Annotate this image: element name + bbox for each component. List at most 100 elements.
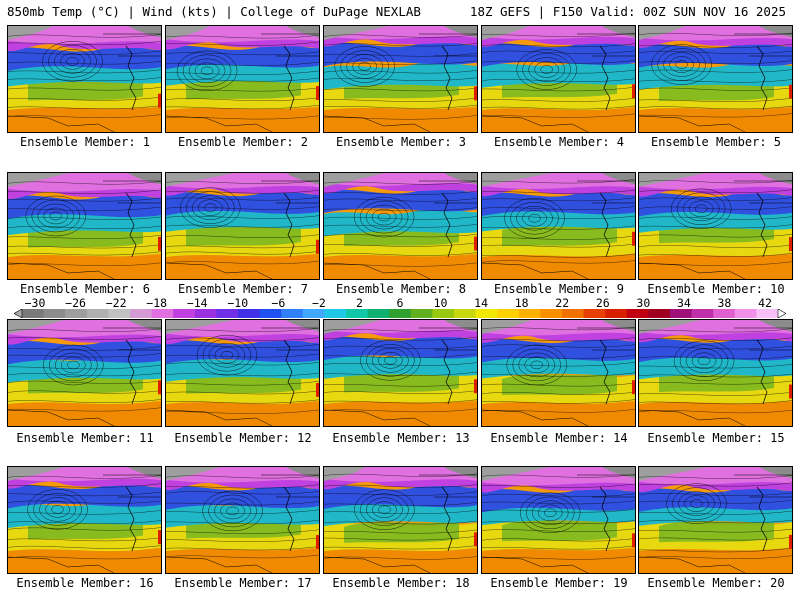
colorbar-swatch — [302, 309, 325, 318]
colorbar-swatch — [432, 309, 455, 318]
colorbar-tick-label: −18 — [146, 296, 168, 310]
ensemble-member-map — [638, 319, 793, 427]
ensemble-member-label: Ensemble Member: 3 — [335, 135, 467, 149]
ensemble-member-map — [165, 172, 320, 280]
colorbar-swatch — [65, 309, 88, 318]
ensemble-member-label: Ensemble Member: 14 — [490, 431, 628, 445]
colorbar-swatch — [324, 309, 347, 318]
ensemble-member-label: Ensemble Member: 19 — [490, 576, 628, 590]
colorbar-tick-label: −14 — [186, 296, 208, 310]
ensemble-member-map — [481, 466, 636, 574]
ensemble-member-label: Ensemble Member: 17 — [174, 576, 312, 590]
colorbar-swatch — [346, 309, 369, 318]
ensemble-member-label: Ensemble Member: 9 — [493, 282, 625, 296]
ensemble-member-label: Ensemble Member: 10 — [647, 282, 785, 296]
ensemble-member-map — [323, 25, 478, 133]
colorbar-tick-label: 26 — [595, 296, 610, 310]
ensemble-member-label: Ensemble Member: 7 — [177, 282, 309, 296]
ensemble-member-map — [7, 172, 162, 280]
ensemble-member-label: Ensemble Member: 20 — [647, 576, 785, 590]
colorbar-tick-label: 34 — [676, 296, 691, 310]
colorbar-tick-label: −22 — [105, 296, 127, 310]
colorbar-swatch — [454, 309, 477, 318]
ensemble-member-map — [323, 319, 478, 427]
colorbar-swatch — [216, 309, 239, 318]
ensemble-member-map — [481, 25, 636, 133]
ensemble-member-label: Ensemble Member: 4 — [493, 135, 625, 149]
ensemble-member-label: Ensemble Member: 12 — [174, 431, 312, 445]
ensemble-member-map — [638, 172, 793, 280]
ensemble-member-map — [165, 25, 320, 133]
colorbar-swatch — [475, 309, 498, 318]
ensemble-member-map — [165, 466, 320, 574]
colorbar-tick-label: 30 — [636, 296, 651, 310]
colorbar-swatch — [367, 309, 390, 318]
colorbar-swatch — [583, 309, 606, 318]
colorbar-tick-label: −10 — [227, 296, 249, 310]
ensemble-member-label: Ensemble Member: 13 — [332, 431, 470, 445]
colorbar-swatch — [626, 309, 649, 318]
ensemble-member-label: Ensemble Member: 16 — [16, 576, 154, 590]
product-title: 850mb Temp (°C) | Wind (kts) | College o… — [7, 4, 421, 19]
colorbar-tick-label: 10 — [433, 296, 448, 310]
page-header: 850mb Temp (°C) | Wind (kts) | College o… — [0, 0, 800, 24]
colorbar-swatch — [259, 309, 282, 318]
colorbar-tick-label: 42 — [758, 296, 772, 310]
colorbar-swatch — [648, 309, 671, 318]
ensemble-member-map — [481, 319, 636, 427]
colorbar-swatch — [713, 309, 736, 318]
colorbar-swatch — [389, 309, 412, 318]
colorbar-swatch — [562, 309, 585, 318]
colorbar-swatch — [22, 309, 45, 318]
ensemble-member-label: Ensemble Member: 18 — [332, 576, 470, 590]
colorbar-tick-label: 6 — [396, 296, 404, 310]
colorbar-tick-label: −2 — [311, 296, 326, 310]
colorbar-swatch — [238, 309, 261, 318]
ensemble-member-map — [638, 466, 793, 574]
colorbar-swatch — [605, 309, 628, 318]
colorbar-swatch — [497, 309, 520, 318]
colorbar-swatch — [756, 309, 779, 318]
colorbar-tick-label: 14 — [474, 296, 489, 310]
colorbar-swatch — [734, 309, 757, 318]
ensemble-member-label: Ensemble Member: 6 — [19, 282, 151, 296]
colorbar-swatch — [540, 309, 563, 318]
colorbar-swatch — [173, 309, 196, 318]
ensemble-member-map — [323, 172, 478, 280]
colorbar-right-arrow — [777, 309, 786, 318]
ensemble-member-label: Ensemble Member: 5 — [650, 135, 782, 149]
colorbar-swatch — [691, 309, 714, 318]
ensemble-member-label: Ensemble Member: 1 — [19, 135, 151, 149]
colorbar-swatch — [43, 309, 66, 318]
colorbar-swatch — [130, 309, 153, 318]
colorbar-swatch — [518, 309, 541, 318]
ensemble-member-label: Ensemble Member: 15 — [647, 431, 785, 445]
colorbar-swatch — [194, 309, 217, 318]
colorbar-tick-label: −30 — [24, 296, 46, 310]
colorbar-left-arrow — [14, 309, 23, 318]
ensemble-member-map — [165, 319, 320, 427]
colorbar-swatch — [670, 309, 693, 318]
colorbar-swatch — [281, 309, 304, 318]
ensemble-member-map — [7, 466, 162, 574]
colorbar-tick-label: −26 — [65, 296, 86, 310]
colorbar-swatch — [108, 309, 131, 318]
ensemble-member-map — [323, 466, 478, 574]
ensemble-member-label: Ensemble Member: 2 — [177, 135, 309, 149]
colorbar-swatch — [151, 309, 174, 318]
ensemble-member-map — [638, 25, 793, 133]
colorbar-swatch — [86, 309, 109, 318]
ensemble-member-map — [7, 319, 162, 427]
colorbar-tick-label: 18 — [514, 296, 529, 310]
colorbar-tick-label: 2 — [355, 296, 363, 310]
colorbar-tick-label: 38 — [717, 296, 732, 310]
ensemble-member-label: Ensemble Member: 11 — [16, 431, 154, 445]
ensemble-member-map — [7, 25, 162, 133]
colorbar-swatch — [410, 309, 433, 318]
colorbar-tick-label: 22 — [555, 296, 570, 310]
temperature-colorbar — [14, 309, 786, 318]
ensemble-member-map — [481, 172, 636, 280]
ensemble-member-label: Ensemble Member: 8 — [335, 282, 467, 296]
colorbar-tick-label: −6 — [271, 296, 286, 310]
valid-time: 18Z GEFS | F150 Valid: 00Z SUN NOV 16 20… — [469, 4, 786, 19]
